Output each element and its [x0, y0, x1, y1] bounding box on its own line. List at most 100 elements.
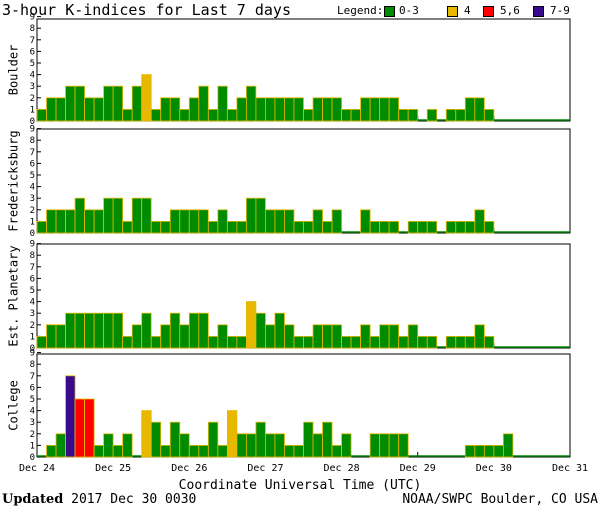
y-tick-label: 6 [30, 47, 35, 57]
bar-college [255, 421, 266, 458]
bar-college [483, 444, 495, 458]
bar-college [141, 410, 152, 458]
bar-college [217, 444, 228, 458]
station-label-fredericksburg: Fredericksburg [7, 130, 21, 231]
bar-fredericksburg [474, 209, 485, 234]
bar-boulder [122, 109, 133, 122]
bar-boulder [322, 97, 333, 122]
y-tick-label: 3 [30, 309, 35, 319]
bar-boulder [388, 97, 400, 122]
bar-boulder [160, 97, 171, 122]
bar-fredericksburg [379, 220, 390, 234]
bar-est-planetary [284, 324, 295, 349]
bar-boulder [150, 109, 162, 122]
bar-college [198, 444, 209, 458]
bar-boulder [226, 109, 238, 122]
bar-college [284, 444, 295, 458]
bar-fredericksburg [55, 209, 66, 234]
y-tick-label: 6 [30, 274, 35, 284]
bar-boulder [274, 97, 285, 122]
bar-college [112, 444, 124, 458]
y-tick-label: 5 [30, 286, 35, 296]
bar-est-planetary [179, 324, 190, 349]
bar-college [74, 398, 85, 458]
bar-est-planetary [150, 335, 162, 349]
legend-label-0-3: 0-3 [399, 4, 419, 17]
bar-boulder [360, 97, 371, 122]
bar-boulder [207, 109, 219, 122]
y-tick-label: 4 [30, 407, 35, 417]
bar-boulder [84, 97, 95, 122]
y-tick-label: 6 [30, 159, 35, 169]
bar-boulder [74, 85, 85, 122]
station-label-boulder: Boulder [7, 45, 21, 96]
bar-est-planetary [122, 335, 133, 349]
bar-college [322, 421, 333, 458]
bar-est-planetary [303, 335, 314, 349]
bar-college [293, 444, 304, 458]
bar-fredericksburg [274, 209, 285, 234]
y-tick-label: 2 [30, 94, 35, 104]
bar-fredericksburg [226, 220, 238, 234]
bar-est-planetary [131, 324, 143, 349]
bar-fredericksburg [455, 220, 466, 234]
bar-boulder [169, 97, 181, 122]
y-tick-label: 0 [30, 344, 35, 354]
bar-fredericksburg [331, 209, 342, 234]
bar-boulder [188, 97, 200, 122]
bar-boulder [455, 109, 466, 122]
bar-est-planetary [217, 324, 228, 349]
y-tick-label: 0 [30, 453, 35, 463]
bar-fredericksburg [198, 209, 209, 234]
y-tick-label: 5 [30, 59, 35, 69]
bar-college [103, 433, 114, 458]
bar-est-planetary [360, 324, 371, 349]
updated-label: Updated [2, 492, 64, 507]
bar-college [150, 421, 162, 458]
bar-boulder [65, 85, 76, 122]
bar-college [160, 444, 171, 458]
bar-fredericksburg [284, 209, 295, 234]
y-tick-label: 8 [30, 360, 35, 370]
y-tick-label: 2 [30, 321, 35, 331]
credit-text: NOAA/SWPC Boulder, CO USA [402, 492, 598, 507]
bar-boulder [179, 109, 190, 122]
bar-boulder [284, 97, 295, 122]
legend-swatch-7-9 [533, 6, 544, 17]
bar-est-planetary [331, 324, 342, 349]
bar-college [369, 433, 381, 458]
bar-college [398, 433, 409, 458]
bar-fredericksburg [445, 220, 457, 234]
bar-fredericksburg [36, 220, 47, 234]
y-tick-label: 1 [30, 217, 35, 227]
y-tick-label: 5 [30, 395, 35, 405]
legend-swatch-4 [447, 6, 458, 17]
legend-swatch-5-6 [483, 6, 494, 17]
bar-college [331, 444, 342, 458]
bar-est-planetary [464, 335, 476, 349]
bar-fredericksburg [255, 197, 266, 234]
bar-est-planetary [93, 312, 105, 349]
bar-est-planetary [293, 335, 304, 349]
bar-est-planetary [407, 324, 419, 349]
bar-est-planetary [198, 312, 209, 349]
bar-boulder [46, 97, 57, 122]
bar-college [236, 433, 247, 458]
bar-est-planetary [350, 335, 362, 349]
y-tick-label: 9 [30, 125, 35, 135]
bar-est-planetary [474, 324, 485, 349]
bar-est-planetary [55, 324, 66, 349]
bar-college [274, 433, 285, 458]
bar-college [379, 433, 390, 458]
bar-fredericksburg [388, 220, 400, 234]
bar-fredericksburg [464, 220, 476, 234]
bar-boulder [474, 97, 485, 122]
bar-fredericksburg [417, 220, 428, 234]
legend-swatch-0-3 [384, 6, 395, 17]
bar-boulder [426, 109, 438, 122]
bar-est-planetary [141, 312, 152, 349]
bar-boulder [350, 109, 362, 122]
updated-value: 2017 Dec 30 0030 [71, 492, 197, 507]
bar-college [464, 444, 476, 458]
bar-fredericksburg [160, 220, 171, 234]
